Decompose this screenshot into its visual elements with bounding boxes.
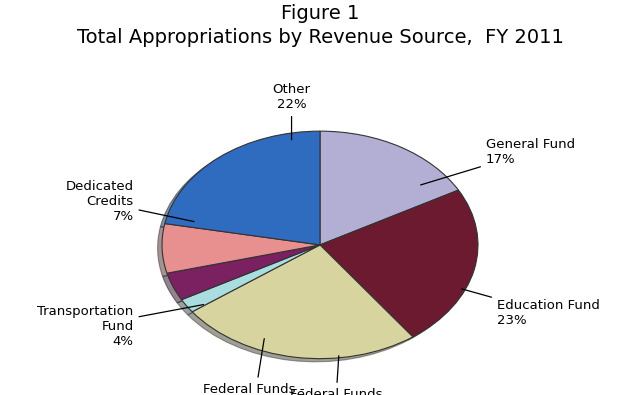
Text: Federal Funds
25%: Federal Funds 25%: [289, 356, 382, 395]
Wedge shape: [164, 131, 320, 245]
Wedge shape: [192, 245, 413, 359]
Text: Transportation
Fund
4%: Transportation Fund 4%: [37, 305, 204, 348]
Text: Other
22%: Other 22%: [273, 83, 310, 140]
Text: General Fund
17%: General Fund 17%: [420, 137, 575, 185]
Wedge shape: [320, 190, 478, 337]
Text: Federal Funds -
ARRA
2%: Federal Funds - ARRA 2%: [203, 339, 305, 395]
Text: Dedicated
Credits
7%: Dedicated Credits 7%: [65, 180, 194, 223]
Text: Education Fund
23%: Education Fund 23%: [461, 289, 600, 327]
Wedge shape: [162, 224, 320, 273]
Text: Total Appropriations by Revenue Source,  FY 2011: Total Appropriations by Revenue Source, …: [77, 28, 563, 47]
Text: Figure 1: Figure 1: [281, 4, 359, 23]
Wedge shape: [182, 245, 320, 312]
Wedge shape: [167, 245, 320, 300]
Wedge shape: [320, 131, 458, 245]
